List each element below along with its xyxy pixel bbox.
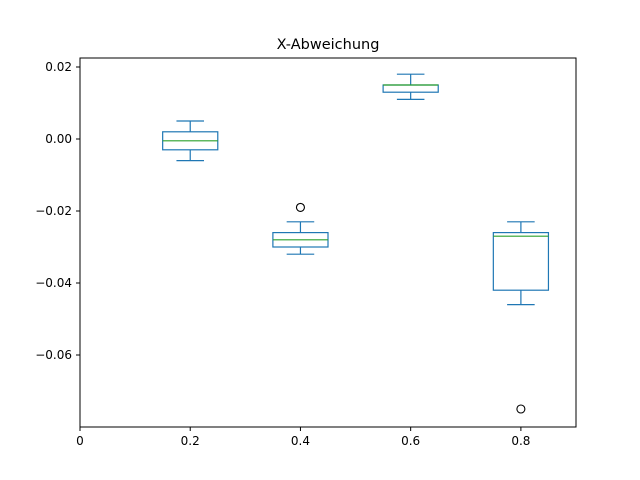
y-tick-label: 0.02 <box>45 60 72 74</box>
y-tick-label: 0.00 <box>45 132 72 146</box>
outlier-point <box>295 202 305 212</box>
y-axis: 0.02 0.00 −0.02 −0.04 −0.06 <box>35 60 80 362</box>
chart-title: X-Abweichung <box>277 37 380 53</box>
y-tick-label: −0.04 <box>35 276 72 290</box>
y-tick-label: −0.02 <box>35 204 72 218</box>
box-group <box>492 221 550 414</box>
box-group <box>162 120 219 162</box>
x-tick-label: 0.8 <box>511 434 530 448</box>
box-iqr <box>382 84 439 93</box>
box-group <box>382 73 439 101</box>
box-iqr <box>492 232 550 291</box>
box-group <box>272 202 329 255</box>
x-tick-label: 0.2 <box>181 434 200 448</box>
x-tick-label: 0.6 <box>401 434 420 448</box>
x-axis: 0 0.2 0.4 0.6 0.8 <box>76 427 530 448</box>
plot-area <box>162 73 550 414</box>
outlier-point <box>516 404 526 414</box>
axes-frame <box>79 57 577 428</box>
x-tick-label: 0 <box>76 434 84 448</box>
x-tick-label: 0.4 <box>291 434 310 448</box>
y-tick-label: −0.06 <box>35 348 72 362</box>
